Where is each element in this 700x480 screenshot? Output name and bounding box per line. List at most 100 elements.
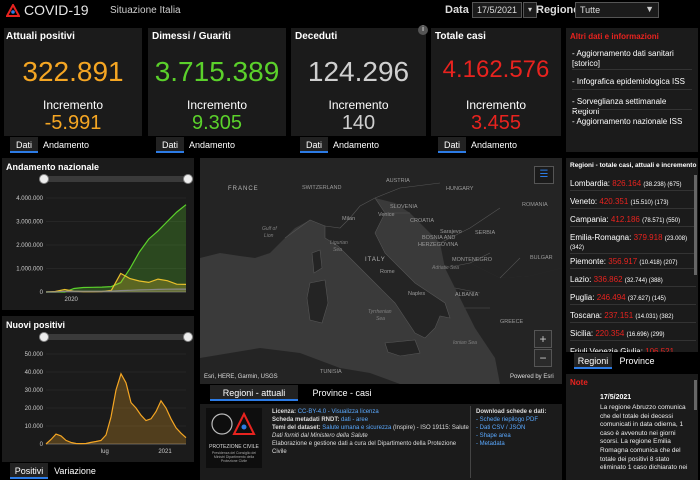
tab-andamento[interactable]: Andamento <box>330 137 382 153</box>
region-detail: (10.418) (207) <box>639 260 678 266</box>
tab-dati[interactable]: Dati <box>300 137 328 153</box>
zoom-in-icon[interactable]: + <box>534 330 552 348</box>
tab-positivi[interactable]: Positivi <box>10 463 48 479</box>
map-label-country: FRANCE <box>228 186 259 192</box>
licenza-link[interactable]: CC-BY-4.0 - Visualizza licenza <box>297 409 379 415</box>
protezione-civile-logo: PROTEZIONE CIVILE Presidenza del Consigl… <box>206 408 262 468</box>
org-name: PROTEZIONE CIVILE <box>209 444 259 450</box>
regions-scrollbar[interactable] <box>694 175 697 275</box>
region-name: Sicilia: <box>570 329 594 338</box>
region-row[interactable]: Campania: 412.186 (78.571) (550) <box>570 215 696 227</box>
region-name: Toscana: <box>570 311 603 320</box>
download-metadata-link[interactable]: - Metadata <box>476 441 505 447</box>
elaborazione-text: Elaborazione e gestione dati a cura del … <box>272 441 457 455</box>
map-canvas[interactable]: FRANCE SWITZERLAND AUSTRIA HUNGARY ROMAN… <box>200 158 562 384</box>
tab-map-regioni[interactable]: Regioni - attuali positivi <box>210 385 298 414</box>
tab-variazione[interactable]: Variazione <box>52 463 98 479</box>
download-pdf-link[interactable]: - Schede riepilogo PDF <box>476 417 539 423</box>
region-total: 246.494 <box>596 293 626 302</box>
series-line <box>45 272 187 293</box>
temi-link[interactable]: Salute umana e sicurezza <box>322 425 392 431</box>
y-tick-label: 40.000 <box>25 370 44 376</box>
y-tick-label: 30.000 <box>25 388 44 394</box>
org-subtitle: Presidenza del Consiglio dei Ministri Di… <box>211 451 257 463</box>
region-detail: (38.238) (675) <box>643 182 682 188</box>
region-name: Friuli Venezia Giulia: <box>570 347 643 352</box>
region-total: 412.186 <box>610 215 640 224</box>
download-title: Download schede e dati: <box>476 409 547 415</box>
tab-andamento[interactable]: Andamento <box>186 137 238 153</box>
tab-dati[interactable]: Dati <box>156 137 184 153</box>
y-tick-label: 2.000.000 <box>16 243 43 249</box>
zoom-out-icon[interactable]: − <box>534 349 552 367</box>
tab-map-province[interactable]: Province - casi totali <box>302 385 382 414</box>
regions-title: Regioni - totale casi, attuali e increme… <box>570 162 697 169</box>
rndt-link[interactable]: dati - aree <box>341 417 369 423</box>
note-panel: Note 17/5/2021 La regione Abruzzo comuni… <box>566 374 698 480</box>
time-slider-end-handle <box>183 332 193 342</box>
info-link-aggiornamento[interactable]: - Aggiornamento dati sanitari [storico] <box>572 49 674 68</box>
region-row[interactable]: Puglia: 246.494 (37.627) (145) <box>570 293 696 305</box>
newpos-chart-panel: Nuovi positivi 50.000 40.000 30.000 20.000 1… <box>2 316 194 462</box>
region-name: Emilia-Romagna: <box>570 233 632 242</box>
region-total: 336.862 <box>593 275 623 284</box>
region-select[interactable]: Tutte ▼ <box>575 2 659 18</box>
tab-regioni[interactable]: Regioni <box>574 353 612 369</box>
info-link-iss[interactable]: - Aggiornamento nazionale ISS <box>572 117 683 126</box>
region-label: Regione <box>536 4 580 16</box>
tab-andamento[interactable]: Andamento <box>468 137 520 153</box>
card-dimessi-guariti: Dimessi / Guariti 3.715.389 Incremento 9… <box>148 28 286 136</box>
region-detail: (23.008) (342) <box>570 236 688 251</box>
download-csv-link[interactable]: - Dati CSV / JSON <box>476 425 526 431</box>
map-powered-by[interactable]: Powered by Esri <box>510 374 554 380</box>
series-area <box>46 373 186 444</box>
note-date: 17/5/2021 <box>600 394 632 401</box>
rndt-label: Scheda metadati RNDT: <box>272 417 340 423</box>
card-increment-label: Incremento <box>328 98 389 112</box>
y-tick-label: 20.000 <box>25 406 44 412</box>
info-link-infografica[interactable]: - Infografica epidemiologica ISS <box>572 77 685 86</box>
region-row[interactable]: Toscana: 237.151 (14.031) (382) <box>570 311 696 323</box>
region-row[interactable]: Lazio: 336.862 (32.744) (388) <box>570 275 696 287</box>
card-increment-value: 9.305 <box>191 112 243 134</box>
region-row[interactable]: Lombardia: 826.164 (38.238) (675) <box>570 179 696 191</box>
note-scrollbar[interactable] <box>694 380 697 410</box>
region-row[interactable]: Emilia-Romagna: 379.918 (23.008) (342) <box>570 233 696 254</box>
map-label-city: Milan <box>342 216 355 222</box>
tab-dati[interactable]: Dati <box>10 137 38 153</box>
tab-andamento[interactable]: Andamento <box>40 137 92 153</box>
y-tick-label: 0 <box>40 290 44 296</box>
card-increment-label: Incremento <box>465 98 527 112</box>
footer-panel: PROTEZIONE CIVILE Presidenza del Consigl… <box>200 404 562 480</box>
newpos-chart-title: Nuovi positivi <box>6 320 66 330</box>
regions-panel: Regioni - totale casi, attuali e increme… <box>566 158 698 352</box>
map-label-country: TUNISIA <box>320 369 342 375</box>
map-label-city: Rome <box>380 269 395 275</box>
y-tick-label: 3.000.000 <box>16 220 43 226</box>
date-select[interactable]: 17/5/2021 <box>472 2 522 18</box>
region-row[interactable]: Sicilia: 220.354 (16.696) (299) <box>570 329 696 341</box>
date-dropdown-chevron-icon[interactable]: ▾ <box>523 2 537 18</box>
card-totale-casi: Totale casi 4.162.576 Incremento 3.455 <box>431 28 561 136</box>
app-title: COVID-19 <box>24 2 89 18</box>
region-row[interactable]: Veneto: 420.351 (15.510) (173) <box>570 197 696 209</box>
map-label-city: Sarajevo <box>440 229 462 235</box>
time-slider-start-handle <box>39 332 49 342</box>
region-detail: (78.571) (550) <box>642 218 681 224</box>
fonti-text: Dati forniti dal Ministero della Salute <box>272 433 368 439</box>
download-shape-link[interactable]: - Shape area <box>476 433 511 439</box>
info-icon[interactable]: i <box>418 25 428 35</box>
region-name: Lazio: <box>570 275 592 284</box>
tab-province[interactable]: Province <box>616 353 658 369</box>
map-label-sea: Gulf of <box>262 226 277 232</box>
region-row[interactable]: Piemonte: 356.917 (10.418) (207) <box>570 257 696 269</box>
map-label-sea: Tyrrhenian <box>368 309 392 315</box>
map-panel[interactable]: FRANCE SWITZERLAND AUSTRIA HUNGARY ROMAN… <box>200 158 562 384</box>
region-row[interactable]: Friuli Venezia Giulia: 106.521 <box>570 347 696 352</box>
map-label-sea: Adriatic Sea <box>431 265 459 271</box>
legend-list-icon[interactable]: ☰ <box>534 166 554 184</box>
region-total: 106.521 <box>645 347 675 352</box>
tab-dati[interactable]: Dati <box>438 137 466 153</box>
region-total: 826.164 <box>612 179 642 188</box>
info-link-sorveglianza[interactable]: - Sorveglianza settimanale Regioni <box>572 97 667 116</box>
